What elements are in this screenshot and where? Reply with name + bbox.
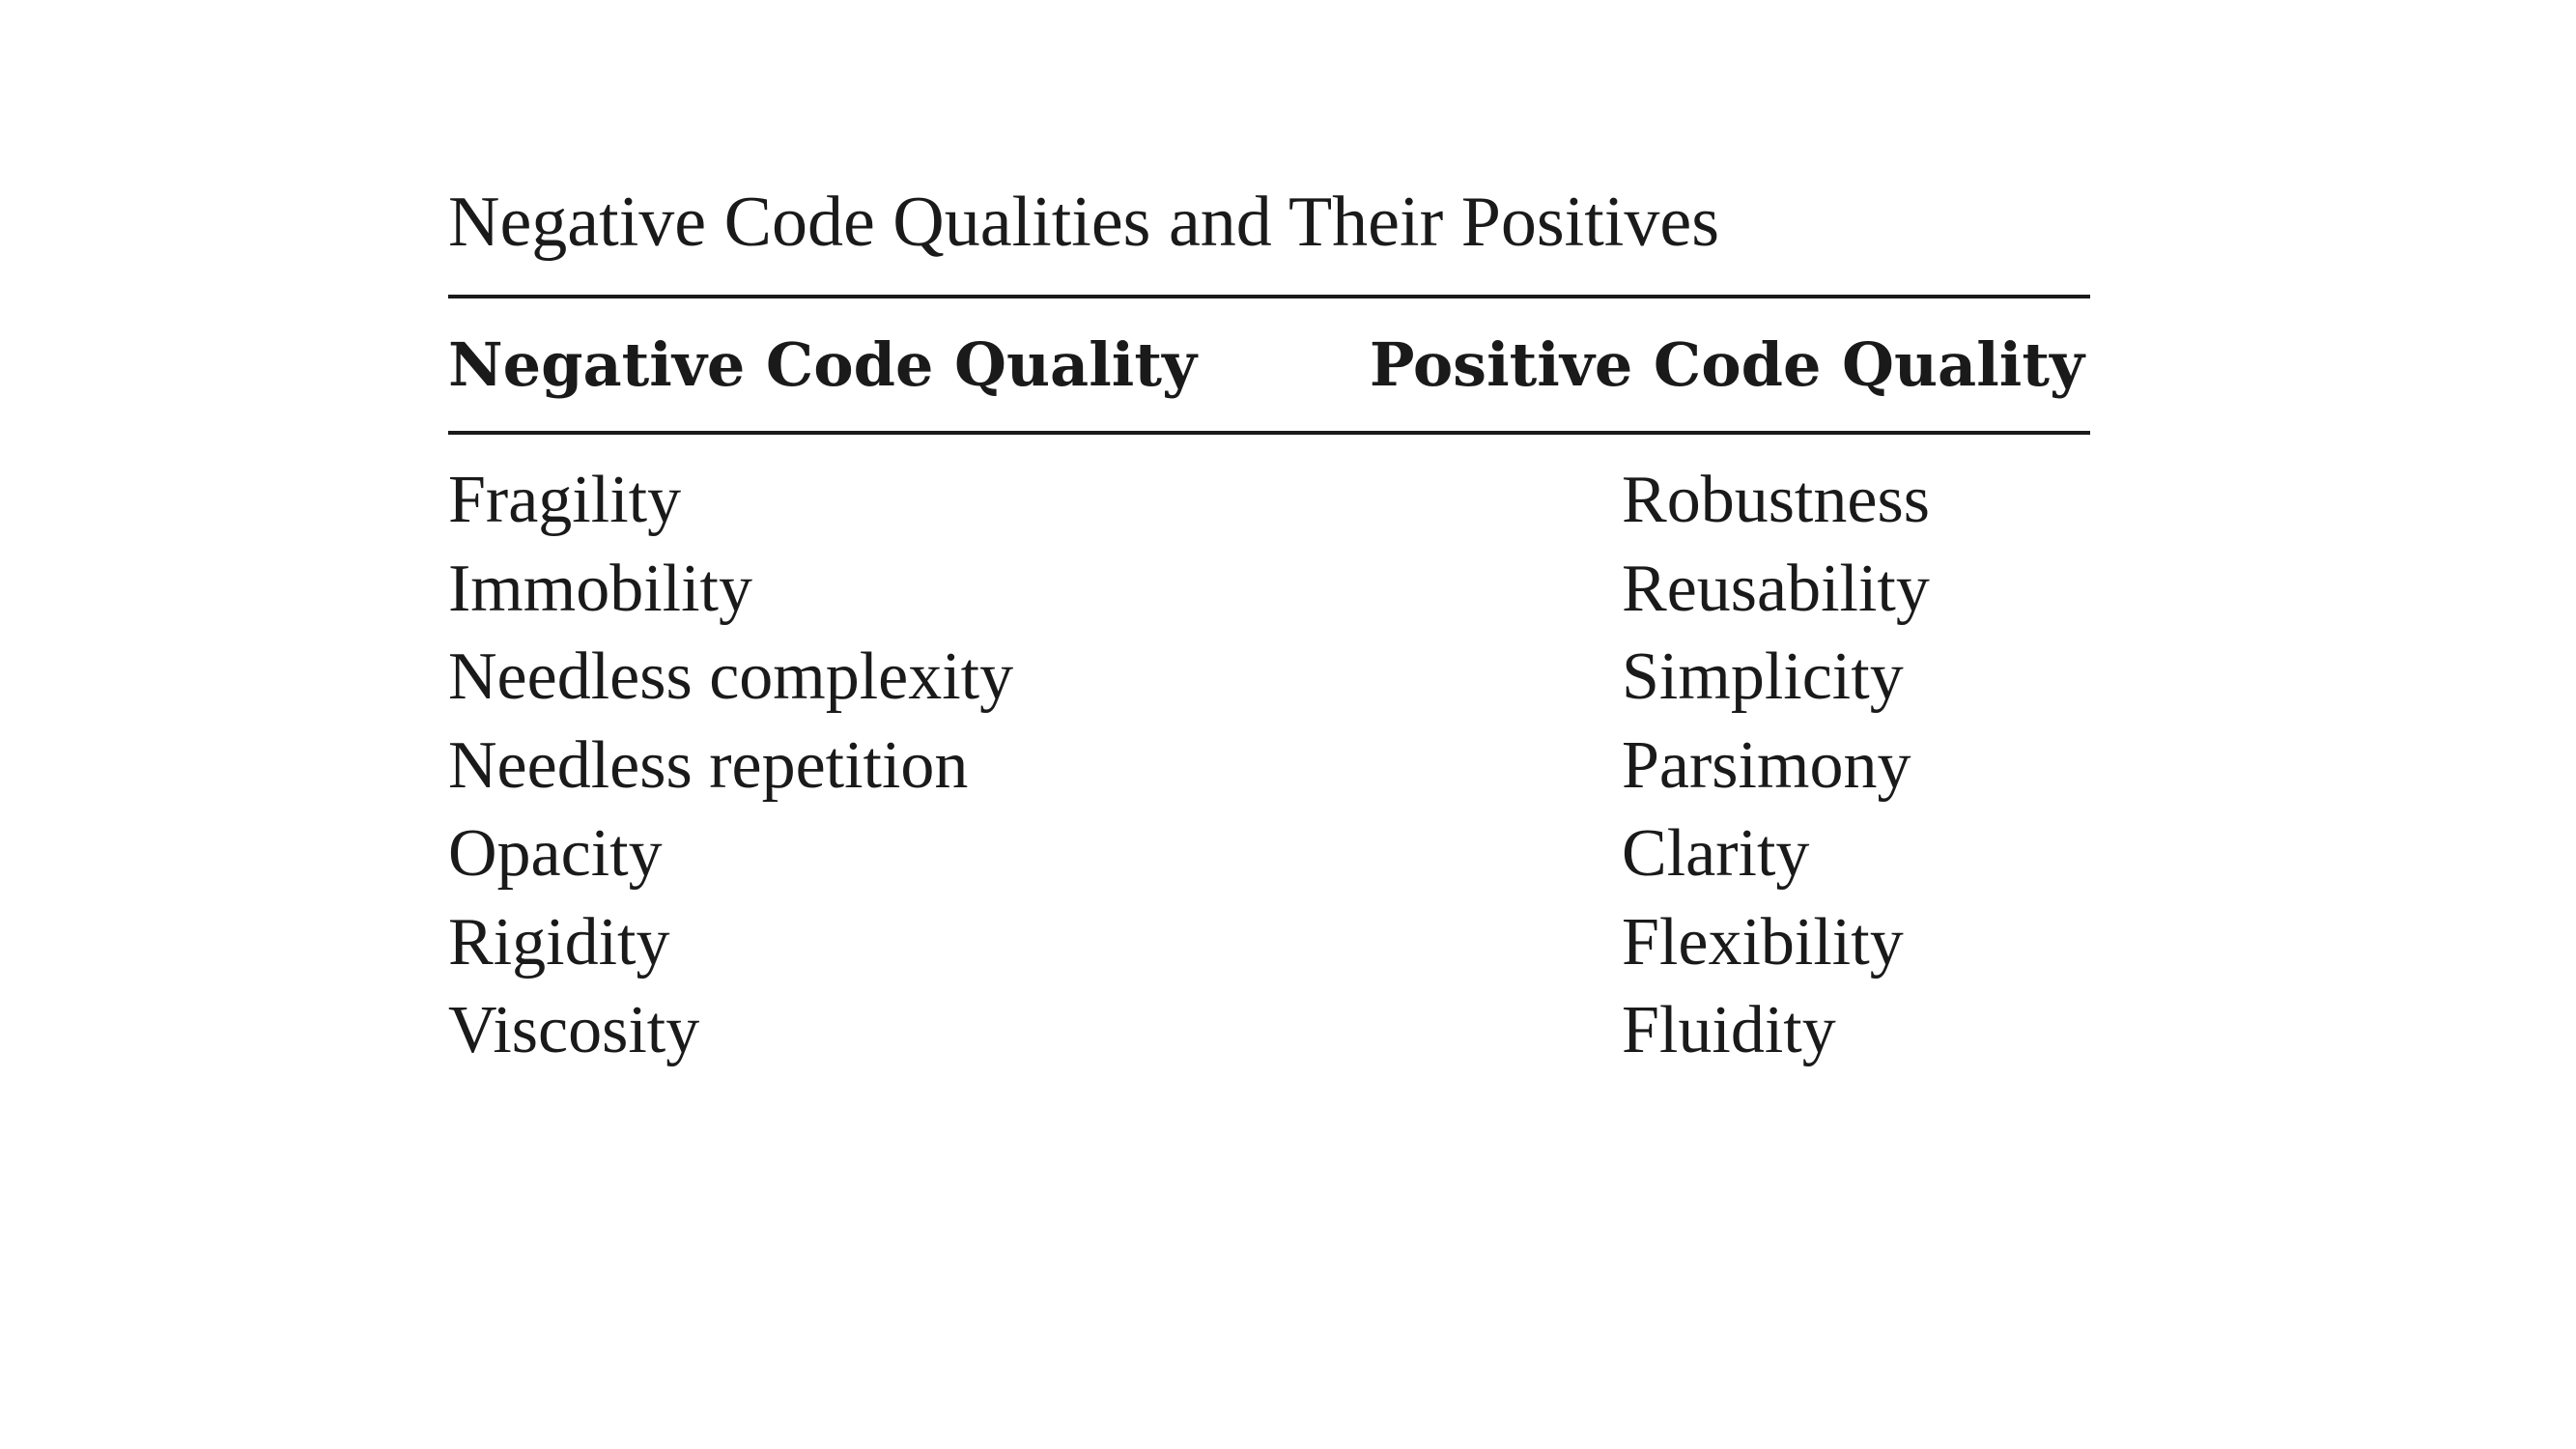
negative-quality-cell: Opacity (448, 816, 663, 891)
positive-quality-cell: Reusability (1622, 551, 1930, 626)
table-row: Needless complexity Simplicity (448, 633, 2090, 722)
positive-quality-cell: Parsimony (1622, 727, 1911, 803)
negative-quality-cell: Fragility (448, 463, 682, 537)
table-row: Opacity Clarity (448, 810, 2090, 898)
table-header-rule (448, 431, 2090, 435)
positive-quality-cell: Flexibility (1622, 904, 1904, 980)
positive-quality-cell: Clarity (1622, 816, 1810, 891)
negative-quality-cell: Immobility (448, 551, 752, 626)
negative-quality-cell: Rigidity (448, 904, 670, 980)
negative-quality-cell: Needless complexity (448, 639, 1014, 714)
quality-table: Negative Code Qualities and Their Positi… (448, 179, 2090, 1075)
header-negative-quality: Negative Code Quality (448, 329, 1197, 400)
table-top-rule (448, 295, 2090, 298)
table-caption: Negative Code Qualities and Their Positi… (448, 183, 1719, 262)
table-row: Viscosity Fluidity (448, 986, 2090, 1075)
positive-quality-cell: Robustness (1622, 463, 1930, 537)
header-positive-quality: Positive Code Quality (1369, 329, 2084, 400)
table-row: Immobility Reusability (448, 545, 2090, 634)
table-header-row: Negative Code Quality Positive Code Qual… (448, 298, 2090, 431)
negative-quality-cell: Viscosity (448, 993, 700, 1067)
positive-quality-cell: Fluidity (1622, 993, 1836, 1067)
table-row: Fragility Robustness (448, 456, 2090, 545)
table-body: Fragility Robustness Immobility Reusabil… (448, 456, 2090, 1075)
positive-quality-cell: Simplicity (1622, 639, 1904, 714)
table-row: Needless repetition Parsimony (448, 722, 2090, 810)
table-row: Rigidity Flexibility (448, 898, 2090, 987)
negative-quality-cell: Needless repetition (448, 727, 969, 803)
